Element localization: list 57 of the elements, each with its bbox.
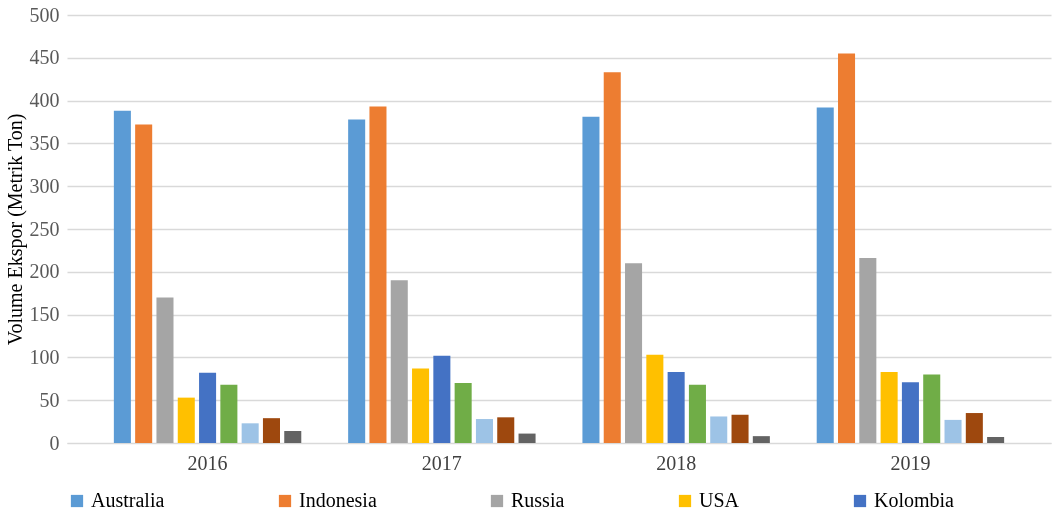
y-axis-title: Volume Ekspor (Metrik Ton) — [3, 113, 27, 346]
bar — [412, 368, 430, 443]
bar — [688, 384, 706, 443]
x-tick-label: 2018 — [656, 451, 697, 474]
bar — [390, 280, 408, 443]
bar — [113, 110, 131, 443]
y-tick-label: 250 — [29, 217, 60, 240]
bar — [262, 418, 280, 443]
y-tick-label: 50 — [39, 388, 60, 411]
y-tick-label: 300 — [29, 174, 60, 197]
y-tick-label: 0 — [49, 431, 60, 454]
y-tick-label: 150 — [29, 303, 60, 326]
bar — [135, 124, 153, 443]
bar — [241, 423, 259, 443]
legend-label: Australia — [91, 489, 165, 511]
bar — [156, 297, 174, 443]
bar — [987, 437, 1005, 443]
y-tick-label: 500 — [29, 3, 60, 26]
legend-label: Indonesia — [299, 489, 377, 511]
bar — [518, 433, 536, 443]
bar — [454, 383, 472, 443]
bar — [284, 431, 302, 443]
bar — [944, 419, 962, 443]
bar — [880, 371, 898, 443]
bar — [859, 258, 877, 443]
y-tick-label: 200 — [29, 260, 60, 283]
bar — [220, 384, 238, 443]
bar — [752, 436, 770, 443]
bar — [177, 397, 195, 443]
x-tick-label: 2017 — [421, 451, 462, 474]
bar — [433, 355, 451, 443]
y-tick-label: 100 — [29, 345, 60, 368]
y-tick-label: 400 — [29, 89, 60, 112]
bar — [667, 371, 685, 443]
bar — [710, 416, 728, 443]
bar — [838, 53, 856, 443]
bar — [965, 413, 983, 443]
bar — [497, 417, 515, 443]
y-tick-label: 350 — [29, 131, 60, 154]
legend-label: Kolombia — [874, 489, 955, 511]
bar — [582, 116, 600, 443]
bar — [369, 106, 387, 443]
bar — [199, 372, 217, 443]
x-tick-label: 2019 — [890, 451, 931, 474]
bar — [475, 419, 493, 443]
bar — [625, 263, 643, 443]
bar — [646, 354, 664, 443]
x-tick-label: 2016 — [187, 451, 228, 474]
y-tick-label: 450 — [29, 46, 60, 69]
legend-label: USA — [699, 489, 740, 511]
bar — [731, 414, 749, 443]
bar — [603, 72, 621, 443]
legend-label: Russia — [511, 489, 565, 511]
bar — [923, 374, 941, 443]
bar — [348, 119, 366, 443]
bar — [816, 107, 834, 443]
bar — [901, 382, 919, 443]
